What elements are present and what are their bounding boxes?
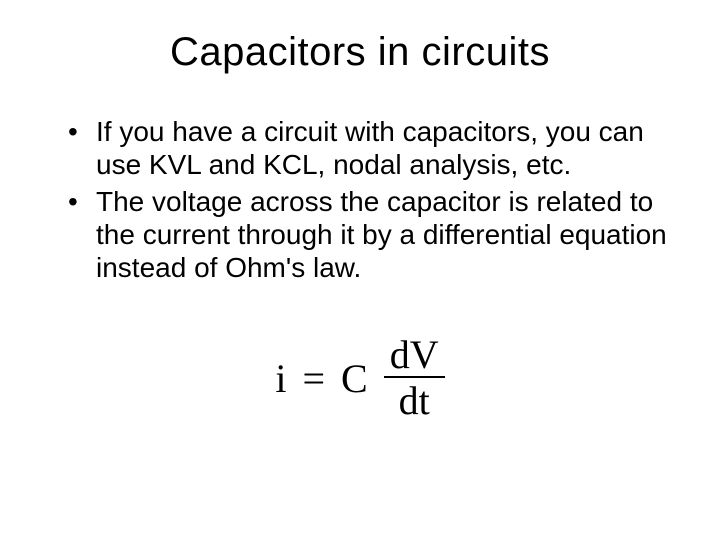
- equation-denominator: dt: [384, 378, 445, 422]
- capacitor-equation: i = C dV dt: [275, 334, 444, 422]
- equation-lhs: i: [275, 355, 286, 402]
- equation-container: i = C dV dt: [50, 334, 670, 422]
- bullet-list: If you have a circuit with capacitors, y…: [68, 115, 670, 284]
- equation-coeff: C: [341, 355, 368, 402]
- equation-numerator: dV: [384, 334, 445, 378]
- slide-title: Capacitors in circuits: [50, 30, 670, 75]
- slide: Capacitors in circuits If you have a cir…: [0, 0, 720, 540]
- bullet-item: The voltage across the capacitor is rela…: [68, 185, 670, 284]
- equation-equals: =: [302, 355, 325, 402]
- bullet-item: If you have a circuit with capacitors, y…: [68, 115, 670, 181]
- equation-fraction: dV dt: [384, 334, 445, 422]
